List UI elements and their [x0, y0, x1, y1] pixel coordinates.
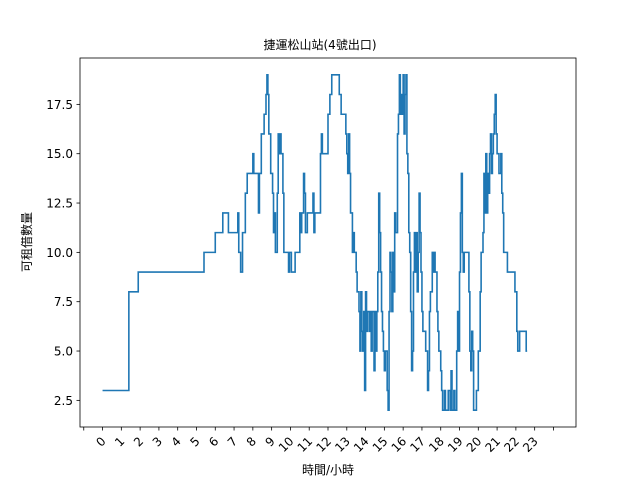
series-line-0 [102, 73, 528, 412]
y-tick-label: 7.5 [54, 295, 73, 309]
y-tick-label: 15.0 [46, 147, 73, 161]
y-tick-label: 10.0 [46, 246, 73, 260]
y-tick-label: 17.5 [46, 98, 73, 112]
x-axis-title: 時間/小時 [302, 463, 354, 477]
chart-title: 捷運松山站(4號出口) [264, 38, 377, 52]
y-axis-title: 可租借數量 [20, 212, 34, 272]
y-tick-label: 2.5 [54, 394, 73, 408]
y-tick-label: 5.0 [54, 345, 73, 359]
series-layer [102, 73, 528, 412]
y-axis-ticks: 2.5 5.0 7.5 10.0 12.5 15.0 17.5 [46, 98, 80, 408]
y-tick-label: 12.5 [46, 197, 73, 211]
